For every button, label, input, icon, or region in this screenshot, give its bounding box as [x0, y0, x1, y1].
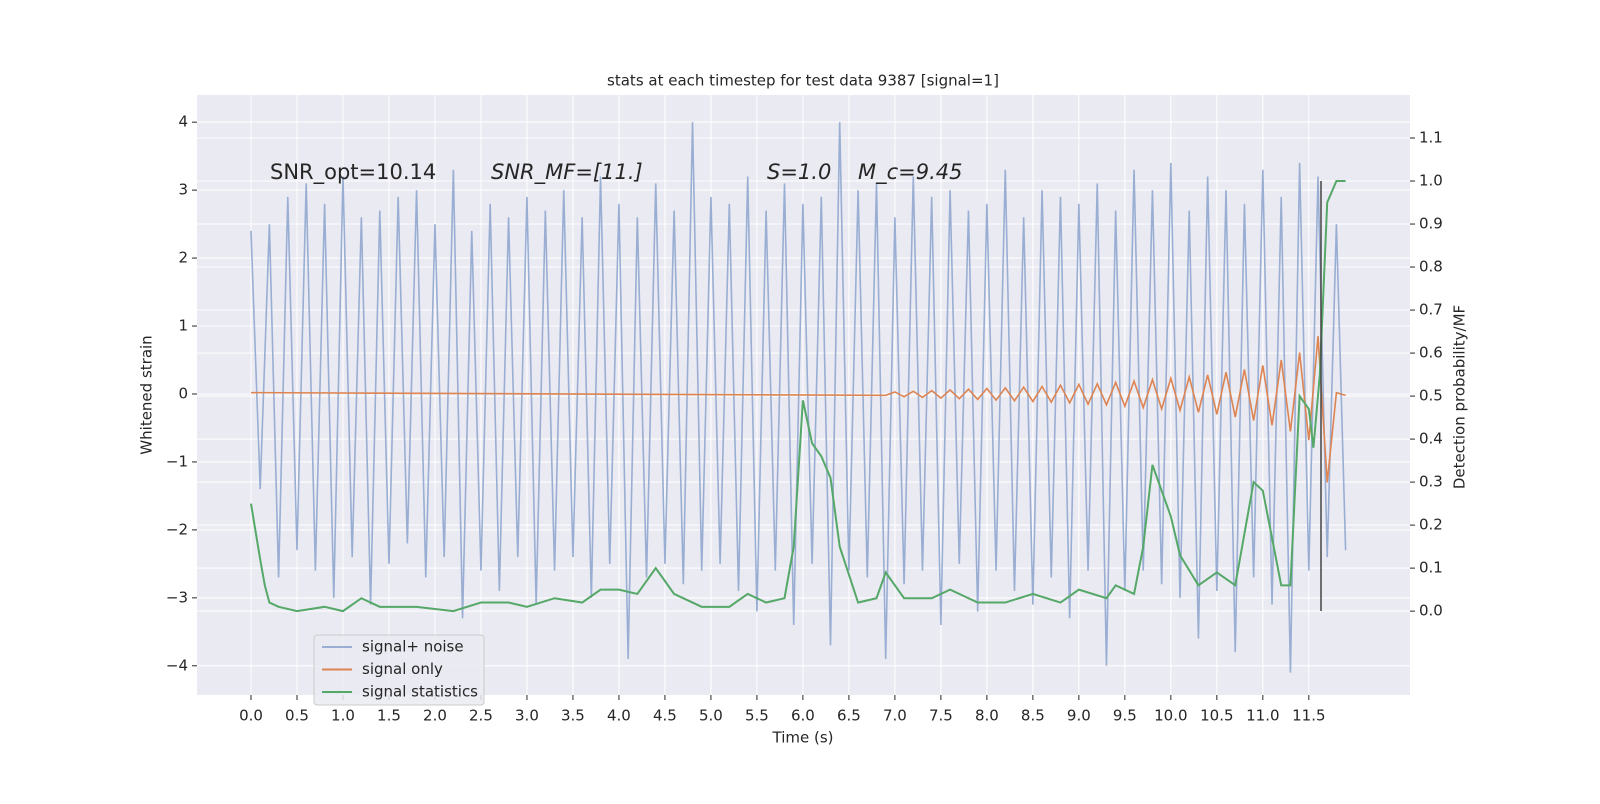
- y2-tick-label: 0.5: [1419, 387, 1443, 405]
- y2-tick-label: 0.3: [1419, 473, 1443, 491]
- y-tick-label: −1: [166, 452, 188, 470]
- x-tick-label: 10.5: [1200, 707, 1233, 725]
- y2-tick-label: 0.9: [1419, 215, 1443, 233]
- legend-label: signal only: [362, 660, 443, 678]
- y2-tick-label: 1.1: [1419, 129, 1443, 147]
- x-tick-label: 5.5: [745, 707, 769, 725]
- x-tick-label: 7.0: [883, 707, 907, 725]
- x-tick-label: 1.5: [377, 707, 401, 725]
- y-tick-label: 4: [178, 113, 188, 131]
- annotation: M_c=9.45: [858, 160, 963, 185]
- x-tick-label: 8.5: [1021, 707, 1045, 725]
- y2-tick-label: 0.7: [1419, 301, 1443, 319]
- x-tick-label: 3.0: [515, 707, 539, 725]
- legend-box: [313, 634, 485, 706]
- y-tick-label: 2: [178, 249, 188, 267]
- annotation: S=1.0: [767, 160, 831, 184]
- marks: [250, 122, 1347, 673]
- x-tick-label: 10.0: [1154, 707, 1187, 725]
- x-tick-label: 2.5: [469, 707, 493, 725]
- x-tick-label: 6.0: [791, 707, 815, 725]
- y2-tick-label: 0.4: [1419, 430, 1443, 448]
- y2-tick-label: 1.0: [1419, 172, 1443, 190]
- x-axis-label: Time (s): [772, 729, 834, 747]
- series-line: [250, 180, 1346, 613]
- x-tick-label: 4.5: [653, 707, 677, 725]
- x-tick-label: 7.5: [929, 707, 953, 725]
- series-line: [250, 336, 1346, 483]
- x-tick-label: 11.5: [1292, 707, 1325, 725]
- x-tick-label: 3.5: [561, 707, 585, 725]
- legend-label: signal statistics: [362, 683, 478, 701]
- y-tick-label: 1: [178, 317, 188, 335]
- y2-tick-label: 0.0: [1419, 602, 1443, 620]
- x-tick-label: 4.0: [607, 707, 631, 725]
- x-tick-label: 6.5: [837, 707, 861, 725]
- y2-tick-label: 0.6: [1419, 344, 1443, 362]
- chart-title: stats at each timestep for test data 938…: [607, 72, 999, 90]
- x-tick-label: 2.0: [423, 707, 447, 725]
- y2-tick-label: 0.8: [1419, 258, 1443, 276]
- legend: signal+ noise signal only signal statistic…: [313, 634, 485, 706]
- annotation: SNR_MF=[11.]: [491, 160, 643, 185]
- y-tick-label: 0: [178, 384, 188, 402]
- ticks: 0.0 0.5 1.0 1.5 2.0 2.5 3.0 3.5 4.0 4.5 5.0 5.5 6.0 6…: [166, 113, 1443, 725]
- y2-tick-label: 0.2: [1419, 516, 1443, 534]
- y-tick-label: −4: [166, 656, 188, 674]
- x-tick-label: 9.5: [1113, 707, 1137, 725]
- x-tick-label: 11.0: [1246, 707, 1279, 725]
- x-tick-label: 0.0: [239, 707, 263, 725]
- legend-label: signal+ noise: [362, 638, 464, 656]
- x-tick-label: 9.0: [1067, 707, 1091, 725]
- series-line: [250, 122, 1347, 673]
- x-tick-label: 8.0: [975, 707, 999, 725]
- y-tick-label: −3: [166, 588, 188, 606]
- y2-tick-label: 0.1: [1419, 559, 1443, 577]
- y-tick-label: −2: [166, 520, 188, 538]
- y2-axis-label: Detection probability/MF: [1451, 305, 1469, 489]
- annotation: SNR_opt=10.14: [270, 160, 436, 185]
- x-tick-label: 5.0: [699, 707, 723, 725]
- y-tick-label: 3: [178, 181, 188, 199]
- y-axis-label: Whitened strain: [138, 335, 156, 454]
- x-tick-label: 1.0: [331, 707, 355, 725]
- x-tick-label: 0.5: [285, 707, 309, 725]
